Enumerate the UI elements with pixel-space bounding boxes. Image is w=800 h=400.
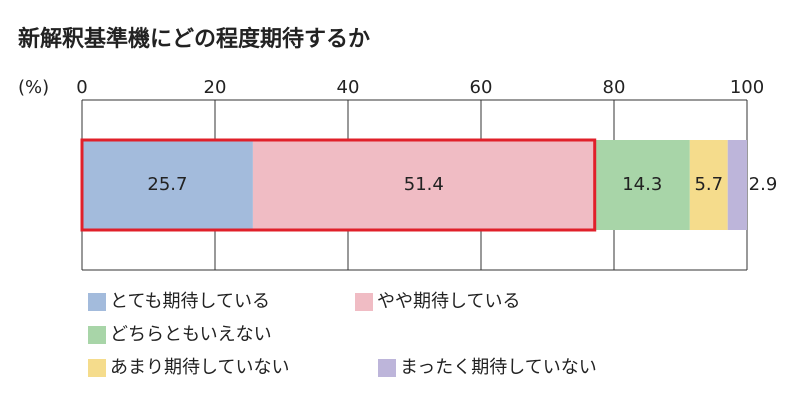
bar-segment (689, 140, 728, 230)
legend-swatch (88, 359, 106, 377)
bar-segment (82, 140, 253, 230)
value-label: 2.9 (749, 174, 778, 195)
x-tick-label: 60 (470, 77, 493, 98)
value-label: 25.7 (147, 174, 187, 195)
legend-swatch (88, 326, 106, 344)
legend-swatch (378, 359, 396, 377)
legend-label: やや期待している (377, 291, 520, 312)
bar-segment (727, 140, 747, 230)
value-label: 5.7 (694, 174, 723, 195)
x-tick-label: 100 (730, 77, 764, 98)
legend-label: とても期待している (110, 291, 270, 312)
value-label: 51.4 (404, 174, 444, 195)
highlight-box (80, 138, 597, 232)
x-tick-label: 80 (603, 77, 626, 98)
x-tick-label: 0 (76, 77, 87, 98)
legend-label: どちらともいえない (110, 324, 272, 345)
legend-label: あまり期待していない (110, 357, 289, 378)
bar-segment (252, 140, 595, 230)
legend-label: まったく期待していない (400, 357, 597, 378)
bar-segment (594, 140, 690, 230)
x-tick-label: 20 (204, 77, 227, 98)
axis-unit: (%) (18, 77, 49, 98)
chart-title: 新解釈基準機にどの程度期待するか (18, 26, 370, 52)
legend-swatch (355, 293, 373, 311)
legend-swatch (88, 293, 106, 311)
value-label: 14.3 (622, 174, 662, 195)
x-tick-label: 40 (337, 77, 360, 98)
